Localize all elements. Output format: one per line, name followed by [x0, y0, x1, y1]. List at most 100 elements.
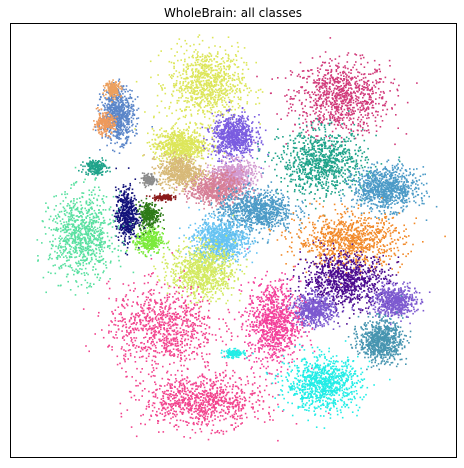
point	[326, 82, 328, 85]
point	[180, 85, 182, 88]
point	[380, 163, 383, 165]
point	[239, 139, 242, 141]
point	[226, 146, 228, 148]
point	[223, 113, 225, 116]
point	[161, 132, 163, 135]
point	[188, 147, 190, 149]
point	[313, 120, 315, 122]
point	[244, 144, 247, 146]
point	[181, 139, 183, 142]
point	[112, 123, 114, 125]
point	[128, 126, 131, 128]
point	[212, 146, 215, 149]
point	[328, 124, 331, 126]
point	[313, 198, 316, 200]
point	[198, 82, 200, 84]
point	[268, 151, 270, 154]
point	[247, 118, 249, 120]
point	[327, 111, 330, 114]
point	[318, 110, 321, 112]
point	[338, 119, 341, 121]
point	[216, 91, 219, 94]
point	[193, 130, 196, 132]
point	[173, 65, 175, 68]
point	[343, 181, 346, 184]
point	[109, 100, 112, 102]
point	[158, 158, 160, 160]
point	[351, 97, 353, 100]
point	[340, 85, 342, 87]
point	[358, 102, 360, 104]
point	[98, 117, 101, 119]
point	[239, 150, 241, 153]
point	[182, 81, 185, 83]
point	[112, 92, 114, 94]
point	[216, 124, 219, 127]
point	[125, 117, 127, 119]
point	[367, 93, 369, 95]
point	[184, 140, 186, 142]
point	[97, 129, 100, 132]
point	[318, 117, 321, 120]
point	[169, 148, 171, 151]
point	[187, 154, 189, 157]
point	[323, 200, 325, 202]
point	[156, 146, 159, 148]
point	[183, 140, 185, 142]
point	[250, 135, 252, 138]
point	[338, 55, 341, 58]
point	[195, 140, 197, 142]
point	[307, 137, 310, 140]
point	[213, 129, 215, 131]
point	[107, 83, 109, 85]
point	[179, 82, 181, 85]
point	[389, 65, 391, 67]
point	[232, 125, 234, 128]
point	[335, 103, 338, 106]
point	[206, 83, 208, 86]
point	[247, 143, 249, 145]
point	[167, 135, 169, 138]
point	[186, 147, 188, 149]
cluster-0	[256, 37, 418, 172]
point	[182, 70, 185, 72]
point	[346, 105, 348, 107]
point	[200, 67, 203, 69]
point	[212, 119, 215, 121]
point	[97, 110, 100, 112]
point	[330, 71, 332, 73]
point	[177, 153, 179, 156]
point	[214, 122, 217, 124]
point	[185, 87, 187, 90]
point	[174, 135, 176, 137]
point	[203, 64, 205, 66]
point	[211, 69, 213, 72]
point	[208, 52, 211, 54]
point	[191, 141, 194, 143]
point	[193, 161, 195, 164]
point	[397, 95, 400, 97]
point	[196, 97, 198, 99]
point	[100, 119, 103, 121]
point	[183, 151, 186, 153]
chart-title: WholeBrain: all classes	[164, 6, 302, 20]
point	[219, 144, 222, 147]
point	[303, 76, 305, 79]
point	[217, 135, 219, 137]
point	[194, 70, 197, 73]
point	[163, 135, 166, 138]
point	[310, 123, 313, 125]
point	[128, 118, 130, 120]
point	[193, 152, 195, 154]
point	[331, 191, 333, 193]
point	[217, 160, 219, 162]
point	[173, 155, 176, 158]
point	[350, 72, 352, 74]
point	[195, 123, 198, 125]
point	[340, 155, 343, 158]
point	[116, 135, 118, 138]
point	[243, 156, 245, 158]
point	[191, 64, 193, 67]
point	[196, 127, 199, 129]
point	[208, 88, 211, 91]
